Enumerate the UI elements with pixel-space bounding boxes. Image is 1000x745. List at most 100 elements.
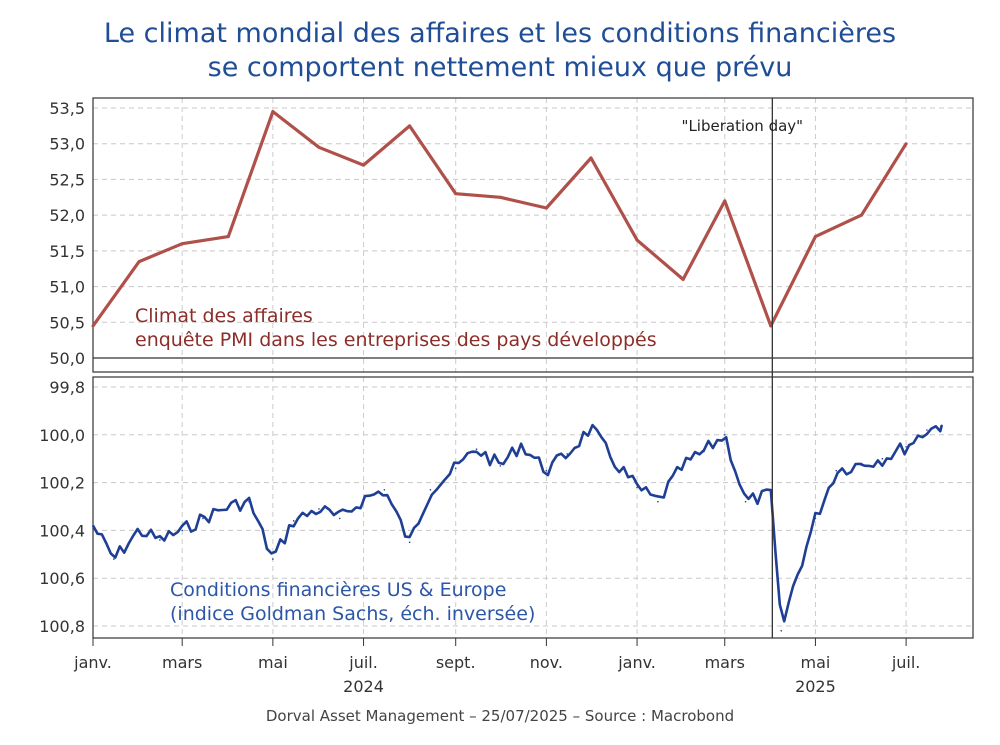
pmi-data-point xyxy=(860,213,864,217)
gs-series-points xyxy=(92,424,943,632)
pmi-data-point xyxy=(91,324,95,328)
x-tick-label: sept. xyxy=(436,653,476,672)
bottom-y-tick-label: 100,8 xyxy=(39,617,85,636)
x-tick-label: mai xyxy=(801,653,831,672)
chart-title-line1: Le climat mondial des affaires et les co… xyxy=(103,18,897,49)
top-y-tick-label: 52,5 xyxy=(49,170,85,189)
x-year-label: 2025 xyxy=(795,677,836,696)
x-tick-label: juil. xyxy=(891,653,921,672)
gs-data-point xyxy=(545,469,548,472)
gs-data-point xyxy=(292,520,295,522)
gs-data-point xyxy=(940,424,943,427)
pmi-data-point xyxy=(498,195,502,199)
pmi-data-point xyxy=(769,324,773,328)
top-y-tick-label: 53,0 xyxy=(49,135,85,154)
x-tick-label: janv. xyxy=(73,653,112,672)
gs-data-point xyxy=(202,517,204,520)
bottom-y-tick-label: 100,6 xyxy=(39,569,85,588)
pmi-data-point xyxy=(681,277,685,281)
top-y-axis: 53,5 53,0 52,5 52,0 51,5 51,0 50,5 50,0 xyxy=(49,99,85,368)
gs-data-point xyxy=(703,450,705,453)
top-y-tick-label: 50,5 xyxy=(49,313,85,332)
top-panel-frame xyxy=(92,97,974,373)
gs-data-point xyxy=(835,469,838,472)
liberation-day-annotation: "Liberation day" xyxy=(682,117,804,135)
gs-data-point xyxy=(780,629,783,632)
pmi-series-points xyxy=(91,110,908,328)
top-y-tick-label: 51,5 xyxy=(49,242,85,261)
gs-data-point xyxy=(590,426,592,429)
bottom-panel-frame xyxy=(92,376,974,639)
gs-data-point xyxy=(610,457,613,460)
bottom-y-axis: 99,8 100,0 100,2 100,4 100,6 100,8 xyxy=(39,378,85,636)
gs-data-point xyxy=(362,498,365,501)
bottom-y-tick-label: 100,2 xyxy=(39,474,85,493)
gs-data-point xyxy=(454,467,457,470)
gs-series-label-line2: (indice Goldman Sachs, éch. inversée) xyxy=(170,603,535,625)
gs-data-point xyxy=(744,500,747,503)
pmi-data-point xyxy=(226,235,230,239)
gs-data-point xyxy=(383,488,386,491)
x-tick-label: mars xyxy=(705,653,745,672)
gs-data-point xyxy=(881,457,884,460)
gs-data-point xyxy=(636,486,638,489)
gs-series-label-line1: Conditions financières US & Europe xyxy=(170,579,506,601)
top-y-tick-label: 50,0 xyxy=(49,349,85,368)
gs-data-point xyxy=(227,505,230,508)
x-tick-label: juil. xyxy=(348,653,378,672)
gs-data-point xyxy=(429,488,432,491)
top-y-tick-label: 51,0 xyxy=(49,278,85,297)
pmi-data-point xyxy=(589,156,593,160)
pmi-data-point xyxy=(904,142,908,146)
gs-data-point xyxy=(860,462,863,465)
gs-data-point xyxy=(566,453,568,455)
gs-data-point xyxy=(499,465,502,467)
gs-data-point xyxy=(926,429,928,431)
gs-data-point xyxy=(723,434,726,436)
gs-data-point xyxy=(318,508,320,510)
chart-svg: 53,5 53,0 52,5 52,0 51,5 51,0 50,5 50,0 99,8 100… xyxy=(39,97,974,696)
bottom-y-tick-label: 100,4 xyxy=(39,521,85,540)
x-tick-label: mai xyxy=(258,653,288,672)
pmi-data-point xyxy=(544,206,548,210)
gs-data-point xyxy=(475,448,478,450)
gs-data-point xyxy=(905,445,907,448)
x-tick-label: janv. xyxy=(617,653,656,672)
pmi-data-point xyxy=(137,260,141,264)
gs-data-point xyxy=(181,529,183,532)
gs-series-line xyxy=(91,423,944,623)
gs-data-point xyxy=(520,443,522,446)
gs-data-point xyxy=(92,524,94,527)
chart-footer: Dorval Asset Management – 25/07/2025 – S… xyxy=(265,707,735,725)
pmi-data-point xyxy=(723,199,727,203)
gs-data-point xyxy=(408,541,411,544)
chart-title-line2: se comportent nettement mieux que prévu xyxy=(207,52,793,83)
pmi-data-point xyxy=(317,145,321,149)
gs-data-point xyxy=(338,517,341,520)
x-year-label: 2024 xyxy=(343,677,384,696)
pmi-series-label-line1: Climat des affaires xyxy=(135,305,313,327)
pmi-data-point xyxy=(408,124,412,128)
bottom-y-tick-label: 100,0 xyxy=(39,426,85,445)
gs-data-point xyxy=(682,465,684,467)
pmi-data-point xyxy=(813,235,817,239)
x-axis: janv. mars mai juil. sept. nov. janv. mars mai ju… xyxy=(73,638,920,696)
pmi-data-point xyxy=(635,238,639,242)
gs-data-point xyxy=(113,558,115,560)
gs-data-point xyxy=(159,539,161,541)
gs-data-point xyxy=(770,493,772,496)
gs-data-point xyxy=(248,500,250,503)
pmi-data-point xyxy=(271,110,275,114)
x-tick-label: nov. xyxy=(530,653,563,672)
pmi-data-point xyxy=(454,192,458,196)
gs-data-point xyxy=(657,500,659,503)
pmi-series-label-line2: enquête PMI dans les entreprises des pay… xyxy=(135,329,657,351)
x-tick-label: mars xyxy=(162,653,202,672)
gs-data-point xyxy=(272,558,274,560)
gs-data-point xyxy=(814,517,817,520)
top-y-tick-label: 53,5 xyxy=(49,99,85,118)
gs-data-point xyxy=(138,529,140,532)
pmi-data-point xyxy=(362,163,366,167)
bottom-y-tick-label: 99,8 xyxy=(49,378,85,397)
